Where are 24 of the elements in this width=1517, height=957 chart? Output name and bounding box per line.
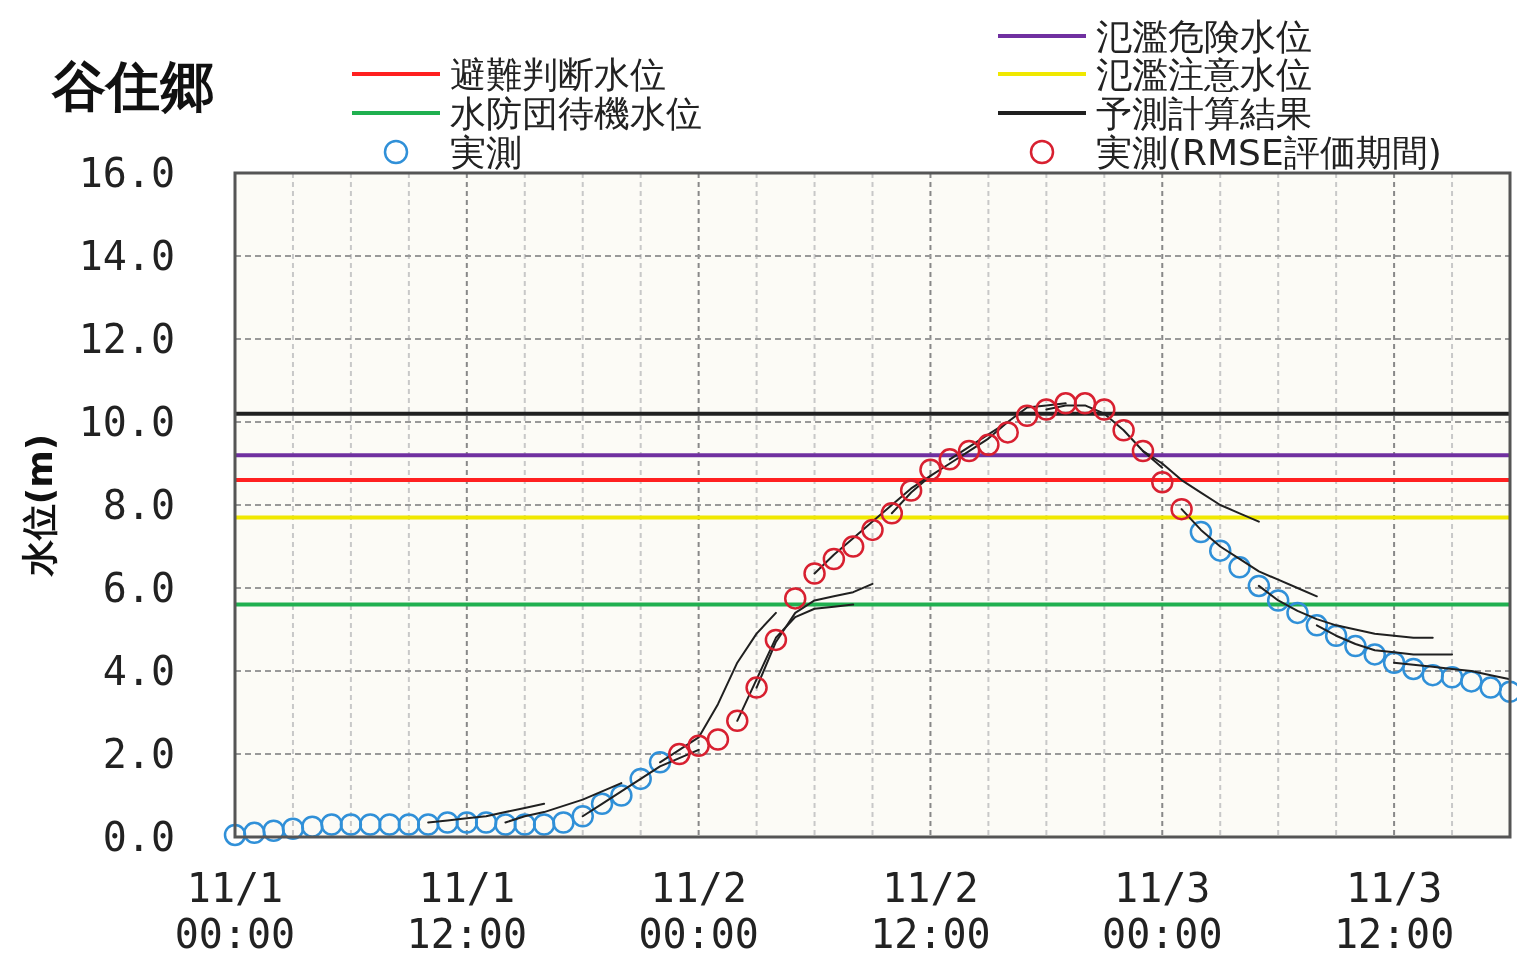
legend-label: 水防団待機水位 [450, 93, 702, 134]
y-tick-label: 4.0 [102, 648, 175, 694]
y-tick-label: 2.0 [102, 731, 175, 777]
y-tick-label: 8.0 [102, 482, 175, 528]
y-tick-label: 6.0 [102, 565, 175, 611]
x-tick-label: 11/1 00:00 [174, 865, 296, 957]
legend-label: 予測計算結果 [1096, 93, 1312, 134]
legend-label: 実測 [450, 132, 522, 173]
y-tick-label: 0.0 [102, 814, 175, 860]
y-tick-label: 12.0 [78, 316, 175, 362]
y-tick-label: 14.0 [78, 233, 175, 279]
legend-label: 避難判断水位 [450, 54, 666, 95]
x-tick-label: 11/1 12:00 [406, 865, 528, 957]
x-tick-label: 11/3 12:00 [1333, 865, 1455, 957]
x-tick-label: 11/2 12:00 [870, 865, 991, 957]
x-tick-label: 11/3 00:00 [1102, 865, 1223, 957]
legend-label: 氾濫危険水位 [1096, 16, 1312, 57]
y-tick-label: 16.0 [78, 150, 175, 196]
y-axis-title: 水位(m) [19, 433, 60, 578]
legend-label: 氾濫注意水位 [1096, 54, 1312, 95]
y-tick-label: 10.0 [78, 399, 175, 445]
chart-title: 谷住郷 [51, 55, 214, 118]
x-tick-label: 11/2 00:00 [638, 865, 759, 957]
legend-label: 実測(RMSE評価期間) [1096, 132, 1442, 173]
